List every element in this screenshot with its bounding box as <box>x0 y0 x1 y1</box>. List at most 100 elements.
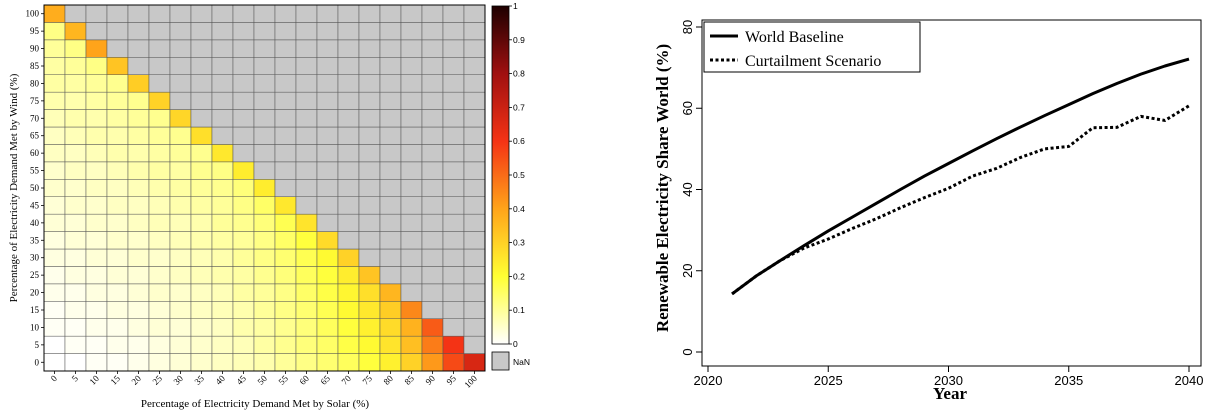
heatmap-cell <box>85 318 108 337</box>
heatmap-cell <box>337 74 360 93</box>
heatmap-cell <box>463 22 486 41</box>
heatmap-cell <box>106 353 129 372</box>
heatmap-cell <box>190 213 213 232</box>
heatmap-cell <box>295 161 318 180</box>
heatmap-cell <box>463 301 486 319</box>
colorbar-tick-label: 0.6 <box>513 136 525 146</box>
heatmap-cell <box>64 57 87 75</box>
heatmap-cell <box>337 39 360 58</box>
heatmap-cell <box>379 57 402 75</box>
heatmap-cell <box>169 196 192 215</box>
heatmap-cell <box>253 22 276 41</box>
heatmap-cell <box>379 353 402 372</box>
heatmap-chart: 0510152025303540455055606570758085909510… <box>8 4 486 410</box>
line-y-tick-label: 40 <box>680 182 695 196</box>
legend: World Baseline Curtailment Scenario <box>703 21 921 73</box>
heatmap-cell <box>190 126 213 145</box>
heatmap-cell <box>442 301 465 319</box>
heatmap-x-tick-label: 85 <box>402 373 416 387</box>
heatmap-cell <box>463 335 486 354</box>
heatmap-cell <box>106 213 129 232</box>
heatmap-cell <box>148 248 171 267</box>
heatmap-cell <box>169 283 192 302</box>
heatmap-x-tick-label: 30 <box>171 373 185 387</box>
heatmap-cell <box>43 318 66 337</box>
heatmap-cell <box>274 126 297 145</box>
heatmap-x-tick-label: 60 <box>297 373 311 387</box>
heatmap-cell <box>64 22 87 41</box>
legend-box <box>703 21 921 73</box>
heatmap-cell <box>85 301 108 319</box>
heatmap-x-tick-label: 95 <box>444 373 458 387</box>
heatmap-cell <box>211 91 234 110</box>
heatmap-y-tick-label: 70 <box>30 113 40 123</box>
heatmap-cell <box>379 283 402 302</box>
heatmap-cell <box>400 144 423 163</box>
heatmap-y-tick-label: 30 <box>30 253 40 263</box>
heatmap-cell <box>190 74 213 93</box>
heatmap-cell <box>316 126 339 145</box>
heatmap-cell <box>232 4 255 23</box>
heatmap-y-tick-label: 40 <box>30 218 40 228</box>
heatmap-cell <box>316 248 339 267</box>
heatmap-cell <box>190 301 213 319</box>
heatmap-cell <box>379 318 402 337</box>
heatmap-cell <box>64 179 87 197</box>
heatmap-cell <box>148 266 171 285</box>
heatmap-cell <box>421 335 444 354</box>
heatmap-cell <box>274 335 297 354</box>
heatmap-cell <box>43 144 66 163</box>
heatmap-cell <box>106 126 129 145</box>
heatmap-cell <box>148 144 171 163</box>
heatmap-cell <box>190 22 213 41</box>
heatmap-cell <box>253 301 276 319</box>
heatmap-cell <box>295 213 318 232</box>
heatmap-cell <box>127 318 150 337</box>
heatmap-cell <box>379 22 402 41</box>
heatmap-cell <box>85 335 108 354</box>
heatmap-cell <box>253 318 276 337</box>
heatmap-y-tick-label: 5 <box>35 340 40 350</box>
heatmap-cell <box>148 109 171 128</box>
heatmap-y-tick-label: 0 <box>35 357 40 367</box>
heatmap-cell <box>253 74 276 93</box>
heatmap-cell <box>316 231 339 250</box>
heatmap-cell <box>64 109 87 128</box>
heatmap-cell <box>232 39 255 58</box>
heatmap-cell <box>295 39 318 58</box>
heatmap-x-tick-label: 20 <box>129 373 143 387</box>
heatmap-x-ticks: 0 5 10 15 20 25 30 35 40 45 50 55 60 65 70 75 80 85 90 95 10… <box>49 371 479 390</box>
heatmap-cell <box>85 91 108 110</box>
heatmap-cell <box>274 39 297 58</box>
heatmap-cell <box>232 144 255 163</box>
heatmap-x-tick-label: 40 <box>213 373 227 387</box>
heatmap-cell <box>64 144 87 163</box>
heatmap-cell <box>295 248 318 267</box>
heatmap-cell <box>337 144 360 163</box>
line-x-ticks: 2020 2025 2030 2035 2040 <box>694 366 1203 388</box>
heatmap-cell <box>316 39 339 58</box>
heatmap-cell <box>127 109 150 128</box>
heatmap-cell <box>295 4 318 23</box>
heatmap-cell <box>337 161 360 180</box>
heatmap-cell <box>400 91 423 110</box>
heatmap-cell <box>85 231 108 250</box>
heatmap-cell <box>337 109 360 128</box>
heatmap-cell <box>358 213 381 232</box>
heatmap-cell <box>190 4 213 23</box>
heatmap-cell <box>316 161 339 180</box>
heatmap-cell <box>274 161 297 180</box>
heatmap-cell <box>85 144 108 163</box>
heatmap-cell <box>316 283 339 302</box>
heatmap-cell <box>442 213 465 232</box>
heatmap-cell <box>148 353 171 372</box>
heatmap-cell <box>148 301 171 319</box>
heatmap-x-tick-label: 80 <box>381 373 395 387</box>
heatmap-cell <box>148 283 171 302</box>
heatmap-cell <box>211 213 234 232</box>
heatmap-cell <box>190 39 213 58</box>
heatmap-cell <box>85 161 108 180</box>
heatmap-cell <box>64 196 87 215</box>
heatmap-cell <box>274 196 297 215</box>
heatmap-cell <box>337 335 360 354</box>
